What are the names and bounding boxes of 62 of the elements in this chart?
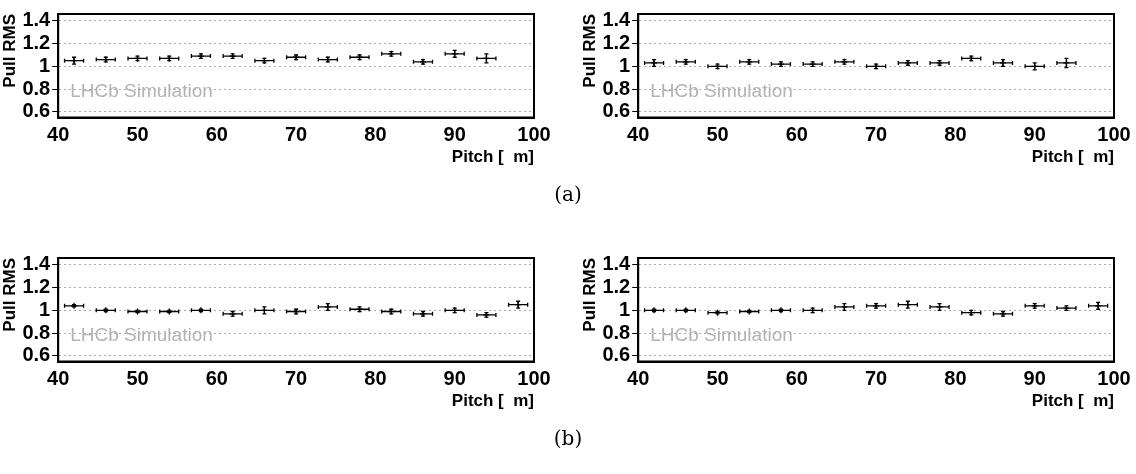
x-tick-label: 50 [706, 367, 729, 390]
x-axis-title: Pitch [ m] [1031, 147, 1114, 167]
y-tick-label: 0.6 [602, 99, 631, 122]
y-tick-label: 0.8 [602, 320, 631, 343]
y-tick-label: 0.8 [22, 320, 51, 343]
x-tick-label: 50 [706, 123, 729, 146]
x-tick-label: 40 [627, 367, 650, 390]
y-tick-label: 0.6 [602, 343, 631, 366]
text: (a) [553, 181, 583, 208]
x-tick-label: 40 [47, 367, 70, 390]
x-axis-title: Pitch [ m] [1031, 391, 1114, 411]
x-tick-label: 60 [205, 367, 228, 390]
annotation: LHCb Simulation [650, 80, 793, 102]
x-tick-label: 90 [443, 367, 466, 390]
y-tick-label: 1 [619, 297, 631, 320]
x-tick-label: 70 [864, 123, 888, 146]
x-tick-label: 40 [627, 123, 650, 146]
x-tick-label: 90 [1023, 123, 1046, 146]
x-tick-label: 100 [1097, 123, 1131, 146]
x-axis-title: Pitch [ m] [451, 147, 534, 167]
y-tick-label: 1.2 [22, 275, 51, 298]
y-tick-label: 1 [619, 53, 631, 76]
y-axis-title: Pull RMS [579, 258, 599, 332]
y-tick-label: 0.8 [22, 76, 51, 99]
text: (b) [552, 425, 584, 452]
annotation: LHCb Simulation [70, 80, 213, 102]
y-tick-label: 1.4 [22, 252, 52, 275]
y-tick-label: 1.4 [602, 252, 632, 275]
y-tick-label: 1.2 [22, 31, 51, 54]
annotation: LHCb Simulation [650, 324, 793, 346]
y-tick-label: 0.8 [602, 76, 631, 99]
x-tick-label: 80 [944, 123, 967, 146]
y-axis-title: Pull RMS [0, 14, 19, 88]
y-tick-label: 0.6 [22, 99, 51, 122]
x-tick-label: 80 [944, 367, 967, 390]
y-axis-title: Pull RMS [0, 258, 19, 332]
x-tick-label: 100 [1097, 367, 1131, 390]
x-tick-label: 70 [284, 367, 308, 390]
x-tick-label: 40 [47, 123, 70, 146]
x-tick-label: 90 [1023, 367, 1046, 390]
y-tick-label: 1.2 [602, 275, 631, 298]
x-tick-label: 100 [517, 123, 551, 146]
x-axis-title: Pitch [ m] [451, 391, 534, 411]
x-tick-label: 90 [443, 123, 466, 146]
x-tick-label: 60 [205, 123, 228, 146]
x-tick-label: 70 [864, 367, 888, 390]
x-tick-label: 50 [126, 123, 149, 146]
x-tick-label: 60 [785, 123, 808, 146]
y-tick-label: 1.4 [602, 8, 632, 31]
y-tick-label: 1.4 [22, 8, 52, 31]
y-tick-label: 1.2 [602, 31, 631, 54]
y-tick-label: 1 [39, 53, 51, 76]
x-tick-label: 80 [364, 123, 387, 146]
annotation: LHCb Simulation [70, 324, 213, 346]
x-tick-label: 80 [364, 367, 387, 390]
y-tick-label: 1 [39, 297, 51, 320]
x-tick-label: 100 [517, 367, 551, 390]
x-tick-label: 50 [126, 367, 149, 390]
y-tick-label: 0.6 [22, 343, 51, 366]
x-tick-label: 60 [785, 367, 808, 390]
y-axis-title: Pull RMS [579, 14, 599, 88]
x-tick-label: 70 [284, 123, 308, 146]
